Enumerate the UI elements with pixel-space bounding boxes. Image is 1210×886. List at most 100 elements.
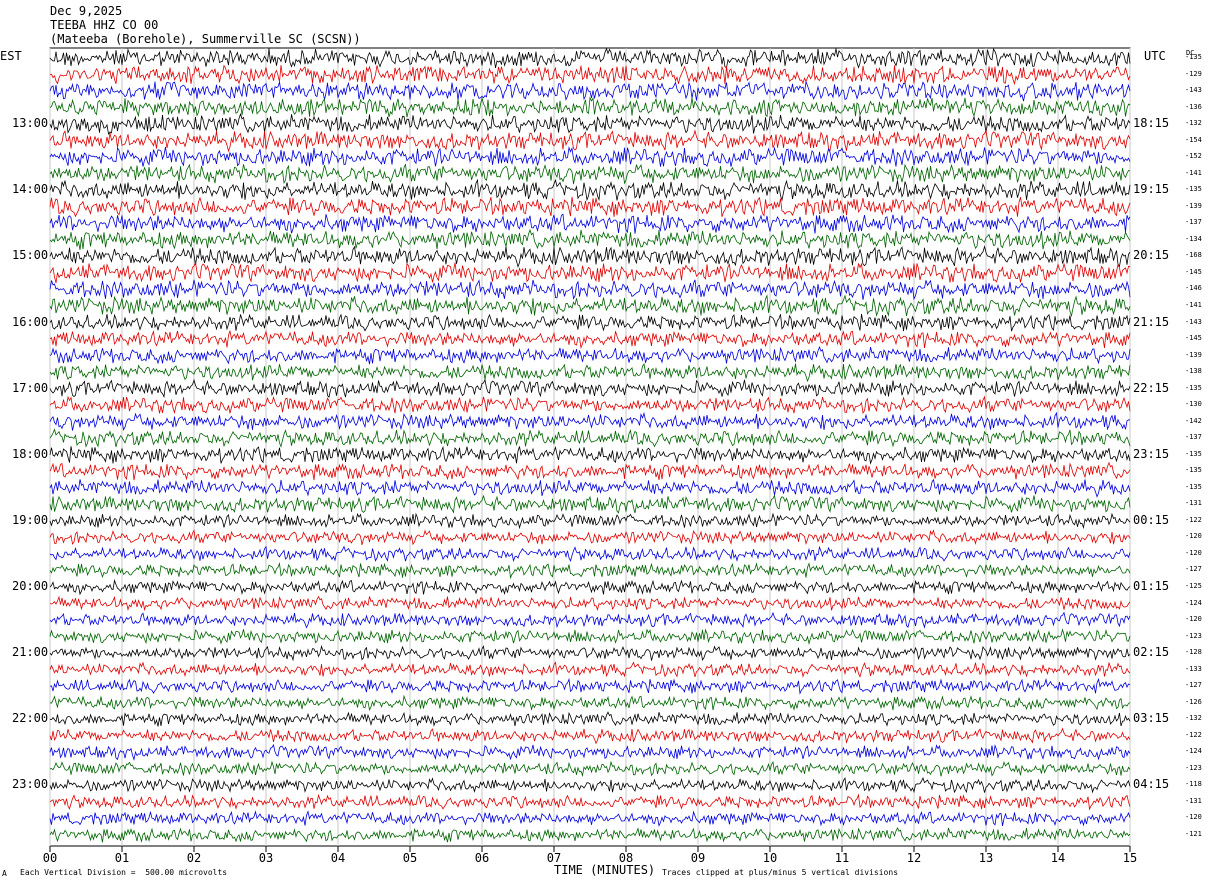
dc-offset-label: -128 xyxy=(1185,648,1202,657)
dc-offset-label: -135 xyxy=(1185,53,1202,61)
dc-offset-label: -120 xyxy=(1185,532,1202,541)
seismic-trace xyxy=(49,529,1131,546)
dc-offset-label: -131 xyxy=(1185,499,1202,508)
x-tick-label: 02 xyxy=(187,851,201,865)
seismic-trace xyxy=(49,595,1131,612)
dc-offset-label: -123 xyxy=(1185,763,1202,772)
left-hour-label: 17:00 xyxy=(12,380,49,395)
dc-offset-label: -127 xyxy=(1185,565,1202,574)
seismic-trace xyxy=(49,661,1131,678)
left-zone-label: EST xyxy=(0,49,22,63)
x-axis-title: TIME (MINUTES) xyxy=(554,863,656,877)
left-hour-label: 15:00 xyxy=(12,248,49,263)
dc-offset-label: -143 xyxy=(1185,86,1202,95)
seismic-trace xyxy=(49,461,1131,481)
x-tick-label: 00 xyxy=(43,851,57,865)
dc-offset-label: -123 xyxy=(1185,631,1202,640)
dc-offset-label: -136 xyxy=(1185,102,1202,111)
seismic-trace xyxy=(49,760,1131,778)
seismic-trace xyxy=(49,362,1131,383)
seismic-trace xyxy=(49,793,1131,811)
dc-offset-label: -129 xyxy=(1185,69,1202,78)
left-hour-label: 23:00 xyxy=(12,777,49,792)
right-hour-label: 20:15 xyxy=(1133,248,1170,263)
seismic-trace xyxy=(49,411,1131,432)
seismic-trace xyxy=(49,644,1131,662)
dc-offset-label: -141 xyxy=(1185,168,1202,177)
dc-offset-label: -124 xyxy=(1185,747,1202,756)
left-hour-label: 19:00 xyxy=(12,512,49,527)
seismic-trace xyxy=(49,677,1131,695)
dc-offset-label: -124 xyxy=(1185,598,1202,607)
seismic-trace xyxy=(49,562,1131,580)
seismic-trace xyxy=(49,395,1131,415)
seismic-trace xyxy=(49,378,1131,399)
seismic-trace xyxy=(49,178,1131,202)
seismic-trace xyxy=(49,512,1131,530)
dc-offset-label: -133 xyxy=(1185,664,1202,673)
dc-offset-label: -120 xyxy=(1185,548,1202,557)
seismic-trace xyxy=(49,213,1131,234)
left-hour-label: 16:00 xyxy=(12,314,49,329)
right-hour-label: 02:15 xyxy=(1133,645,1170,660)
scale-note: Each Vertical Division = 500.00 microvol… xyxy=(20,868,228,877)
dc-offset-label: -146 xyxy=(1185,284,1202,293)
x-tick-label: 09 xyxy=(691,851,705,865)
seismic-trace xyxy=(49,81,1131,102)
seismic-trace xyxy=(49,313,1131,332)
x-tick-label: 10 xyxy=(763,851,777,865)
dc-offset-label: -125 xyxy=(1185,582,1202,591)
dc-offset-label: -145 xyxy=(1185,267,1202,276)
dc-offset-label: -168 xyxy=(1185,251,1202,260)
seismic-trace xyxy=(49,578,1131,596)
right-hour-label: 19:15 xyxy=(1133,182,1170,197)
dc-offset-label: -122 xyxy=(1185,730,1202,739)
seismic-trace xyxy=(49,294,1131,318)
record-date: Dec 9,2025 xyxy=(50,4,123,18)
dc-offset-label: -139 xyxy=(1185,350,1202,359)
left-hour-label: 22:00 xyxy=(12,711,49,726)
dc-offset-label: -118 xyxy=(1185,780,1202,789)
dc-offset-label: -152 xyxy=(1185,152,1202,161)
seismic-trace xyxy=(49,346,1131,365)
dc-offset-label: -145 xyxy=(1185,334,1202,343)
seismic-trace xyxy=(49,826,1131,843)
seismic-trace xyxy=(49,478,1131,498)
dc-offset-label: -139 xyxy=(1185,201,1202,210)
corner-mark: A xyxy=(2,869,7,878)
right-hour-label: 04:15 xyxy=(1133,777,1170,792)
seismic-trace xyxy=(49,727,1131,745)
clip-note: Traces clipped at plus/minus 5 vertical … xyxy=(662,868,899,877)
seismic-trace xyxy=(49,428,1131,448)
x-tick-label: 08 xyxy=(619,851,633,865)
x-tick-label: 11 xyxy=(835,851,849,865)
left-hour-label: 21:00 xyxy=(12,645,49,660)
seismic-trace xyxy=(49,711,1131,727)
x-tick-label: 12 xyxy=(907,851,921,865)
right-hour-label: 00:15 xyxy=(1133,512,1170,527)
dc-offset-label: -135 xyxy=(1185,449,1202,458)
seismic-trace xyxy=(49,279,1131,301)
seismic-trace xyxy=(49,743,1131,762)
right-hour-label: 01:15 xyxy=(1133,579,1170,594)
seismic-trace xyxy=(49,112,1131,136)
x-tick-label: 13 xyxy=(979,851,993,865)
right-zone-label: UTC xyxy=(1144,49,1166,63)
x-tick-label: 14 xyxy=(1051,851,1065,865)
dc-offset-label: -127 xyxy=(1185,681,1202,690)
seismic-trace xyxy=(49,64,1131,86)
dc-offset-label: -121 xyxy=(1185,830,1202,838)
x-tick-label: 06 xyxy=(475,851,489,865)
dc-offset-label: -138 xyxy=(1185,367,1202,376)
left-hour-label: 18:00 xyxy=(12,446,49,461)
seismic-trace xyxy=(49,694,1131,712)
left-hour-label: 13:00 xyxy=(12,116,49,131)
dc-offset-label: -120 xyxy=(1185,813,1202,822)
dc-offset-label: -131 xyxy=(1185,796,1202,805)
dc-offset-label: -134 xyxy=(1185,234,1202,243)
seismic-trace xyxy=(49,163,1131,185)
seismic-trace xyxy=(49,628,1131,645)
dc-offset-label: -137 xyxy=(1185,218,1202,227)
dc-label: DC xyxy=(1186,49,1195,57)
